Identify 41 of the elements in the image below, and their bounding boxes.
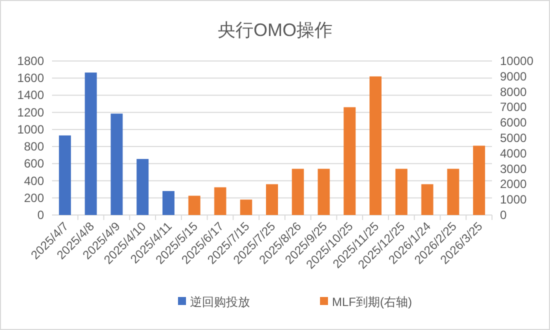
bar [318, 168, 330, 215]
bar [473, 146, 486, 215]
bar [136, 158, 149, 215]
y-tick-label: 1000 [17, 122, 44, 136]
y-tick-label: 1600 [17, 71, 44, 86]
bar [266, 184, 278, 215]
bar [240, 200, 252, 215]
y2-tick-label: 9000 [500, 69, 528, 84]
bar [447, 168, 460, 215]
bar [84, 72, 97, 215]
y2-tick-label: 7000 [500, 100, 528, 114]
y2-tick-label: 6000 [500, 116, 528, 130]
y2-tick-label: 2000 [500, 177, 528, 192]
bar [214, 187, 226, 215]
y2-tick-label: 0 [500, 208, 507, 222]
y-tick-label: 1800 [17, 54, 44, 68]
bar [110, 114, 123, 215]
y2-tick-label: 4000 [500, 146, 528, 160]
y2-tick-label: 8000 [500, 84, 528, 99]
y2-tick-label: 5000 [500, 131, 528, 145]
bar [292, 168, 304, 215]
y-tick-label: 1200 [17, 105, 44, 120]
y-tick-label: 0 [37, 208, 44, 222]
bar [395, 168, 408, 215]
legend-label: MLF到期(右轴) [332, 295, 412, 309]
legend-label: 逆回购投放 [190, 295, 250, 309]
chart-title: 央行OMO操作 [218, 20, 332, 40]
y-tick-label: 1400 [17, 88, 44, 102]
bar [421, 184, 434, 215]
bar [162, 191, 174, 215]
y-tick-label: 400 [24, 174, 44, 188]
bar [370, 76, 382, 215]
y-tick-label: 600 [24, 156, 44, 171]
bar [58, 135, 71, 215]
y-tick-label: 200 [24, 190, 44, 205]
y2-tick-label: 1000 [500, 192, 528, 207]
bar [188, 196, 200, 215]
bar [344, 107, 356, 215]
y2-tick-label: 10000 [500, 54, 534, 68]
y-tick-label: 800 [24, 140, 44, 154]
y2-tick-label: 3000 [500, 162, 528, 176]
